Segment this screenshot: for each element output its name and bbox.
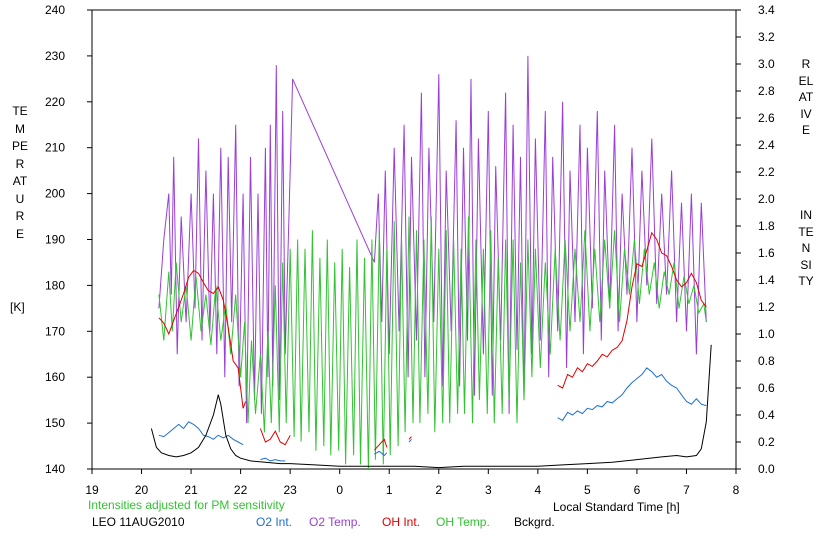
x-tick-label: 3: [485, 483, 492, 497]
x-tick-label: 6: [634, 483, 641, 497]
sensitivity-note: Intensities adjusted for PM sensitivity: [88, 498, 285, 512]
left-tick-label: 170: [45, 324, 65, 338]
left-tick-label: 200: [45, 187, 65, 201]
left-tick-label: 230: [45, 49, 65, 63]
x-tick-label: 23: [283, 483, 297, 497]
right-tick-label: 1.6: [758, 246, 775, 260]
x-tick-label: 5: [584, 483, 591, 497]
x-tick-label: 21: [184, 483, 198, 497]
series-line-o2-int: [374, 450, 388, 457]
right-tick-label: 0.4: [758, 408, 775, 422]
series-line-o2-temp: [158, 55, 707, 424]
right-tick-label: 1.2: [758, 300, 775, 314]
right-tick-label: 1.0: [758, 327, 775, 341]
series-line-o2-int: [557, 367, 707, 422]
right-axis-title-word1: RELATIVE: [798, 57, 814, 138]
series-line-oh-int: [557, 231, 707, 389]
series-line-oh-int: [374, 438, 388, 451]
right-tick-label: 0.0: [758, 462, 775, 476]
x-tick-label: 8: [733, 483, 740, 497]
series-line-oh-temp: [158, 216, 707, 470]
right-tick-label: 1.4: [758, 273, 775, 287]
legend-oh-temp: OH Temp.: [436, 515, 490, 529]
right-axis-title-word2: INTENSITY: [798, 208, 814, 289]
left-tick-label: 210: [45, 141, 65, 155]
left-tick-label: 160: [45, 370, 65, 384]
x-tick-label: 20: [135, 483, 149, 497]
left-tick-label: 140: [45, 462, 65, 476]
series-line-oh-int: [259, 428, 291, 446]
left-tick-label: 180: [45, 278, 65, 292]
legend-bckgrd: Bckgrd.: [514, 515, 555, 529]
left-tick-label: 190: [45, 233, 65, 247]
right-tick-label: 2.2: [758, 165, 775, 179]
x-tick-label: 7: [683, 483, 690, 497]
series-line-o2-int: [158, 421, 244, 446]
series-line-o2-int: [408, 438, 412, 443]
series-line-oh-int: [408, 436, 412, 440]
right-tick-label: 1.8: [758, 219, 775, 233]
right-tick-label: 0.2: [758, 435, 775, 449]
right-tick-label: 0.8: [758, 354, 775, 368]
series-line-bckgrd: [150, 344, 712, 469]
x-tick-label: 19: [85, 483, 99, 497]
legend-oh-int: OH Int.: [382, 515, 421, 529]
left-tick-label: 220: [45, 95, 65, 109]
left-axis-title: TEMPERATURE: [12, 104, 29, 241]
legend-o2-int: O2 Int.: [256, 515, 293, 529]
x-axis-label: Local Standard Time [h]: [553, 500, 680, 514]
right-tick-label: 2.6: [758, 111, 775, 125]
left-axis-unit: [K]: [10, 300, 25, 314]
right-tick-label: 2.0: [758, 192, 775, 206]
right-tick-label: 0.6: [758, 381, 775, 395]
right-tick-label: 3.0: [758, 57, 775, 71]
legend-o2-temp: O2 Temp.: [309, 515, 361, 529]
left-tick-label: 240: [45, 3, 65, 17]
x-tick-label: 22: [234, 483, 248, 497]
series-line-oh-int: [158, 269, 247, 409]
right-tick-label: 2.8: [758, 84, 775, 98]
axis-layer: 1401501601701801902002102202302400.00.20…: [45, 3, 775, 497]
x-tick-label: 2: [435, 483, 442, 497]
station-date-label: LEO 11AUG2010: [92, 515, 185, 529]
left-tick-label: 150: [45, 416, 65, 430]
right-tick-label: 3.2: [758, 30, 775, 44]
right-tick-label: 3.4: [758, 3, 775, 17]
series-line-o2-int: [260, 457, 286, 462]
x-tick-label: 4: [535, 483, 542, 497]
x-tick-label: 0: [336, 483, 343, 497]
series-layer: [150, 55, 712, 470]
x-tick-label: 1: [386, 483, 393, 497]
right-tick-label: 2.4: [758, 138, 775, 152]
